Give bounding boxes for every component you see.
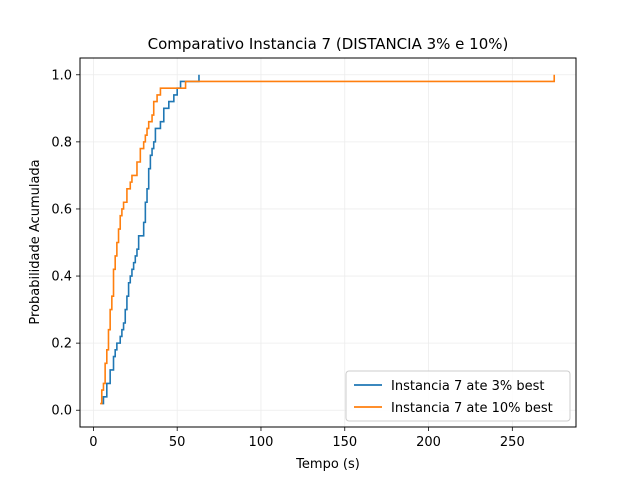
x-tick-label: 250 xyxy=(500,435,525,450)
y-tick-label: 0.2 xyxy=(51,337,72,352)
x-tick-label: 0 xyxy=(89,435,97,450)
legend-label-1: Instancia 7 ate 10% best xyxy=(391,401,553,416)
y-tick-label: 0.8 xyxy=(51,135,72,150)
x-tick-label: 100 xyxy=(249,435,274,450)
y-tick-label: 1.0 xyxy=(51,68,72,83)
series-layer xyxy=(100,74,556,405)
x-tick-label: 50 xyxy=(169,435,186,450)
legend-box xyxy=(345,370,571,422)
ticks: 0 50 100 150 200 250 0.0 0.2 0.4 0.6 0.8 1.0 xyxy=(51,68,524,450)
legend-label-0: Instancia 7 ate 3% best xyxy=(391,379,544,394)
y-tick-label: 0.6 xyxy=(51,202,72,217)
legend: Instancia 7 ate 3% best Instancia 7 ate 1… xyxy=(345,370,571,422)
y-tick-label: 0.4 xyxy=(51,270,72,285)
chart-title: Comparativo Instancia 7 (DISTANCIA 3% e … xyxy=(148,35,509,53)
x-tick-label: 150 xyxy=(332,435,357,450)
y-tick-label: 0.0 xyxy=(51,404,72,419)
series-line-1 xyxy=(100,74,556,405)
grid xyxy=(80,58,576,427)
series-line-0 xyxy=(101,74,200,405)
plot-frame xyxy=(79,57,577,428)
x-tick-label: 200 xyxy=(416,435,441,450)
y-axis-label: Probabilidade Acumulada xyxy=(28,159,43,324)
x-axis-label: Tempo (s) xyxy=(295,457,360,472)
